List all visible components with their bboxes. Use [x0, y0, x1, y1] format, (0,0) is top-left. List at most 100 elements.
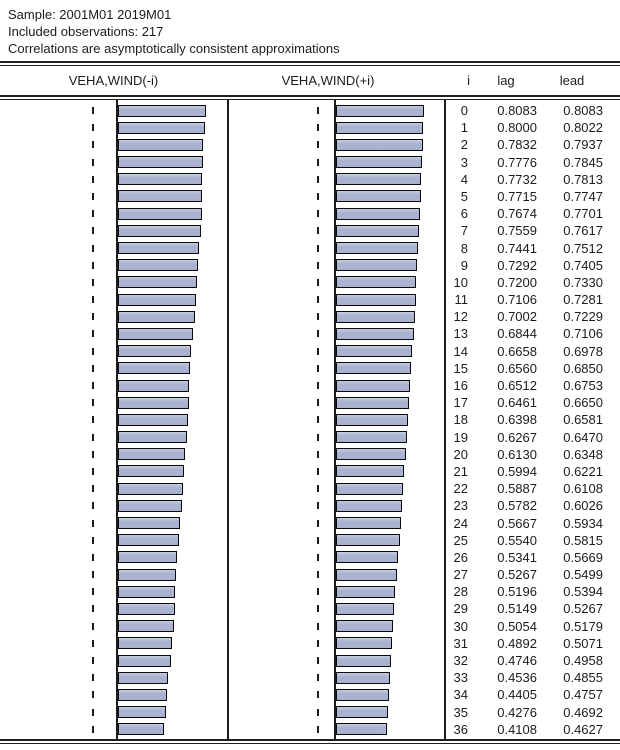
lead-bar — [336, 654, 391, 667]
lead-value: 0.4958 — [563, 653, 603, 668]
lag-bar — [118, 293, 196, 306]
lag-bar — [118, 224, 201, 237]
lag-bar — [118, 499, 182, 512]
i-value: 7 — [460, 223, 468, 239]
lead-zero-dash — [317, 192, 319, 200]
i-value: 23 — [453, 498, 468, 514]
lag-zero-dash — [92, 158, 94, 166]
lead-zero-dash — [317, 433, 319, 441]
lag-zero-dash — [92, 347, 94, 355]
lag-value: 0.4536 — [497, 670, 537, 686]
lag-bar — [118, 637, 173, 650]
lag-zero-dash — [92, 227, 94, 235]
lag-bar — [118, 688, 167, 701]
lead-bar — [336, 173, 422, 186]
lead-bar — [336, 224, 420, 237]
lag-value: 0.4892 — [497, 635, 537, 651]
lead-zero-dash — [317, 244, 319, 252]
lead-bar — [336, 396, 409, 409]
lead-zero-dash — [317, 261, 319, 269]
lead-bar — [336, 379, 410, 392]
lag-zero-dash — [92, 571, 94, 579]
lead-bar — [336, 688, 389, 701]
lead-bar — [336, 242, 418, 254]
lead-zero-dash — [317, 639, 319, 647]
lead-bar — [336, 121, 424, 134]
correlogram-row: 2 0.7832 0.7937 — [0, 136, 620, 153]
correlogram-row: 22 0.5887 0.6108 — [0, 480, 620, 497]
lead-value: 0.6650 — [563, 395, 603, 411]
lead-value: 0.4627 — [563, 721, 603, 737]
lag-value: 0.7441 — [497, 240, 537, 256]
lag-zero-dash — [92, 296, 94, 304]
lead-value: 0.8083 — [563, 103, 603, 118]
lag-zero-dash — [92, 502, 94, 510]
lead-panel-zero-axis — [334, 100, 336, 739]
lead-bar — [336, 293, 416, 306]
correlogram-row: 17 0.6461 0.6650 — [0, 394, 620, 411]
lag-zero-dash — [92, 450, 94, 458]
lag-value: 0.7732 — [497, 171, 537, 187]
lead-bar — [336, 465, 405, 478]
lead-zero-dash — [317, 467, 319, 475]
lag-bar — [118, 242, 200, 254]
col-header-lead: lead — [559, 73, 585, 88]
lead-value: 0.7106 — [563, 326, 603, 342]
correlogram-row: 9 0.7292 0.7405 — [0, 257, 620, 274]
i-value: 5 — [460, 188, 468, 204]
i-value: 27 — [453, 567, 468, 583]
lead-value: 0.4692 — [563, 704, 603, 720]
lag-zero-dash — [92, 416, 94, 424]
lag-value: 0.5196 — [497, 584, 537, 600]
lead-value: 0.7937 — [563, 137, 603, 153]
lead-zero-dash — [317, 399, 319, 407]
lag-bar — [118, 396, 189, 409]
correlogram-row: 27 0.5267 0.5499 — [0, 566, 620, 583]
col-header-lag: lag — [497, 73, 515, 88]
lag-bar — [118, 413, 189, 426]
lead-value: 0.4855 — [563, 670, 603, 686]
lead-zero-dash — [317, 605, 319, 613]
correlogram-row: 30 0.5054 0.5179 — [0, 618, 620, 635]
correlogram-row: 21 0.5994 0.6221 — [0, 463, 620, 480]
col-header-lag-panel: VEHA,WIND(-i) — [68, 73, 159, 88]
i-value: 9 — [460, 257, 468, 273]
i-value: 30 — [453, 618, 468, 634]
lag-bar — [118, 431, 187, 444]
lead-bar — [336, 585, 396, 598]
lag-zero-dash — [92, 674, 94, 682]
i-value: 11 — [454, 292, 469, 308]
lag-value: 0.5887 — [497, 481, 537, 497]
lag-zero-dash — [92, 657, 94, 664]
col-header-i: i — [467, 73, 470, 88]
lead-zero-dash — [317, 588, 319, 596]
lag-bar — [118, 585, 176, 598]
lead-zero-dash — [317, 330, 319, 338]
lead-zero-dash — [317, 227, 319, 235]
correlogram-row: 8 0.7441 0.7512 — [0, 240, 620, 257]
lag-zero-dash — [92, 210, 94, 218]
lag-value: 0.7200 — [497, 274, 537, 290]
lead-value: 0.8022 — [563, 120, 603, 136]
lag-zero-dash — [92, 536, 94, 544]
correlogram-row: 16 0.6512 0.6753 — [0, 377, 620, 394]
lag-bar — [118, 138, 204, 151]
lead-value: 0.5179 — [563, 618, 603, 634]
lead-zero-dash — [317, 382, 319, 389]
i-value: 25 — [453, 532, 468, 548]
panel-separator-line — [227, 100, 229, 739]
lead-value: 0.6978 — [563, 343, 603, 359]
lag-value: 0.6398 — [497, 412, 537, 428]
i-value: 0 — [460, 103, 468, 118]
lead-value: 0.7813 — [563, 171, 603, 187]
correlogram-row: 29 0.5149 0.5267 — [0, 600, 620, 617]
lead-zero-dash — [317, 657, 319, 664]
lag-zero-dash — [92, 364, 94, 372]
lead-value: 0.4757 — [563, 687, 603, 703]
lead-value: 0.7701 — [563, 206, 603, 222]
lag-value: 0.7715 — [497, 188, 537, 204]
correlogram-row: 20 0.6130 0.6348 — [0, 446, 620, 463]
i-value: 17 — [453, 395, 468, 411]
column-header-row: VEHA,WIND(-i) VEHA,WIND(+i) i lag lead — [0, 66, 620, 95]
i-value: 18 — [453, 412, 468, 428]
